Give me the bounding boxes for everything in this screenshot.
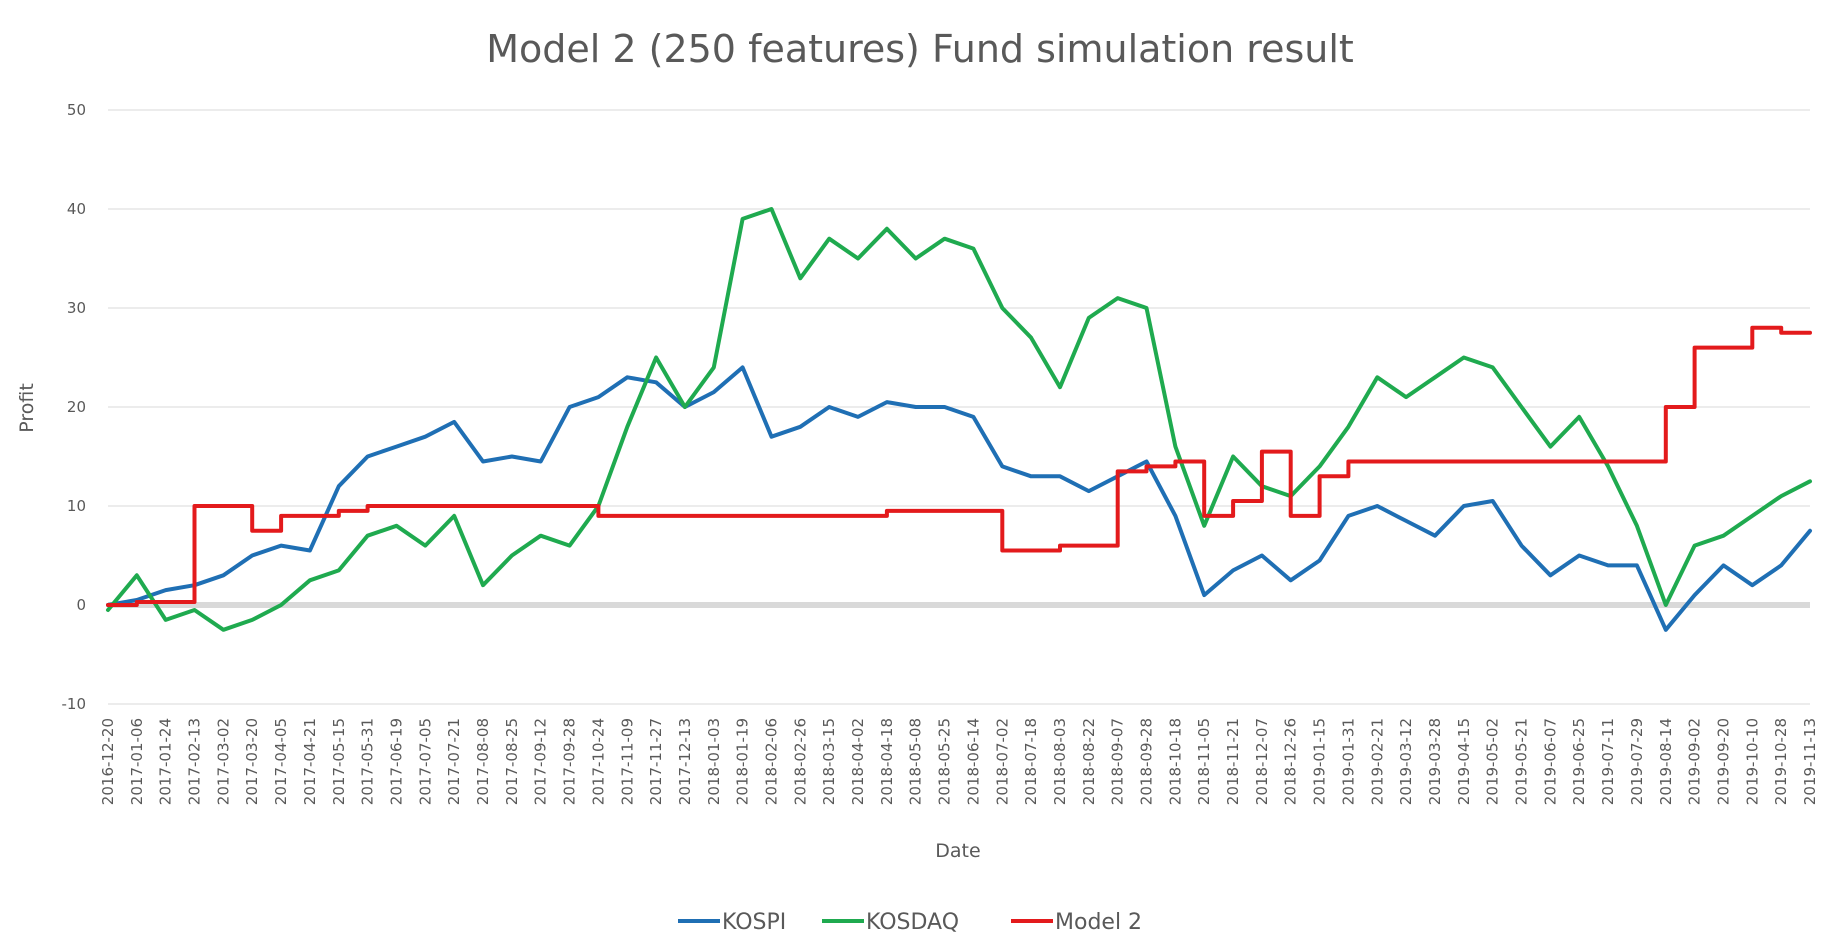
x-axis-ticks: 2016-12-20 2017-01-06 2017-01-24 2017-02-13… — [99, 718, 1819, 805]
x-tick-label: 2019-03-12 — [1397, 718, 1415, 805]
y-tick-label: 0 — [76, 596, 86, 614]
x-tick-label: 2017-05-15 — [330, 718, 348, 805]
x-tick-label: 2019-05-21 — [1513, 718, 1531, 805]
legend: KOSPI KOSDAQ Model 2 — [678, 910, 1142, 935]
x-tick-label: 2018-05-08 — [907, 718, 925, 805]
x-tick-label: 2017-11-27 — [647, 718, 665, 805]
series-line-kospi — [106, 365, 1812, 632]
x-tick-label: 2019-07-11 — [1599, 718, 1617, 805]
x-tick-label: 2018-11-21 — [1224, 718, 1242, 805]
series-line-kosdaq — [106, 207, 1812, 632]
x-tick-label: 2016-12-20 — [99, 718, 117, 805]
x-tick-label: 2018-12-07 — [1253, 718, 1271, 805]
series-lines — [106, 207, 1812, 632]
x-tick-label: 2017-09-28 — [561, 718, 579, 805]
x-tick-label: 2019-01-15 — [1311, 718, 1329, 805]
x-tick-label: 2017-01-24 — [157, 718, 175, 805]
x-tick-label: 2018-08-03 — [1051, 718, 1069, 805]
y-tick-label: -10 — [62, 695, 87, 713]
x-tick-label: 2018-03-15 — [820, 718, 838, 805]
chart-title: Model 2 (250 features) Fund simulation r… — [486, 27, 1354, 71]
x-tick-label: 2018-11-05 — [1195, 718, 1213, 805]
x-tick-label: 2019-03-28 — [1426, 718, 1444, 805]
x-tick-label: 2018-04-02 — [849, 718, 867, 805]
y-tick-label: 40 — [67, 200, 86, 218]
x-tick-label: 2017-01-06 — [128, 718, 146, 805]
y-tick-label: 20 — [67, 398, 86, 416]
x-tick-label: 2018-02-26 — [791, 718, 809, 805]
y-tick-label: 50 — [67, 101, 86, 119]
x-tick-label: 2018-09-28 — [1138, 718, 1156, 805]
x-tick-label: 2019-06-07 — [1541, 718, 1559, 805]
x-tick-label: 2018-07-18 — [1022, 718, 1040, 805]
y-tick-label: 10 — [67, 497, 86, 515]
y-axis-label: Profit — [16, 383, 38, 433]
x-tick-label: 2017-10-24 — [589, 718, 607, 805]
x-tick-label: 2019-02-21 — [1368, 718, 1386, 805]
x-tick-label: 2019-05-02 — [1484, 718, 1502, 805]
x-tick-label: 2017-12-13 — [676, 718, 694, 805]
legend-label: KOSDAQ — [866, 910, 959, 935]
x-tick-label: 2018-12-26 — [1282, 718, 1300, 805]
series-line-model-2 — [106, 325, 1812, 607]
x-tick-label: 2017-08-08 — [474, 718, 492, 805]
x-tick-label: 2019-06-25 — [1570, 718, 1588, 805]
x-axis-label: Date — [935, 840, 980, 862]
x-tick-label: 2018-07-02 — [993, 718, 1011, 805]
x-tick-label: 2019-10-10 — [1743, 718, 1761, 805]
x-tick-label: 2018-10-18 — [1166, 718, 1184, 805]
x-tick-label: 2017-07-21 — [445, 718, 463, 805]
x-tick-label: 2017-08-25 — [503, 718, 521, 805]
x-tick-label: 2017-06-19 — [387, 718, 405, 805]
x-tick-label: 2017-03-02 — [214, 718, 232, 805]
x-tick-label: 2019-09-20 — [1714, 718, 1732, 805]
x-tick-label: 2018-02-06 — [762, 718, 780, 805]
x-tick-label: 2017-04-21 — [301, 718, 319, 805]
x-tick-label: 2018-06-14 — [964, 718, 982, 805]
x-tick-label: 2019-09-02 — [1686, 718, 1704, 805]
x-tick-label: 2018-09-07 — [1109, 718, 1127, 805]
y-tick-label: 30 — [67, 299, 86, 317]
x-tick-label: 2019-11-13 — [1801, 718, 1819, 805]
x-tick-label: 2018-05-25 — [936, 718, 954, 805]
legend-label: Model 2 — [1055, 910, 1142, 935]
x-tick-label: 2019-04-15 — [1455, 718, 1473, 805]
x-tick-label: 2018-08-22 — [1080, 718, 1098, 805]
x-tick-label: 2017-05-31 — [359, 718, 377, 805]
x-tick-label: 2019-01-31 — [1339, 718, 1357, 805]
x-tick-label: 2019-10-28 — [1772, 718, 1790, 805]
x-tick-label: 2018-04-18 — [878, 718, 896, 805]
x-tick-label: 2017-09-12 — [532, 718, 550, 805]
gridlines — [108, 109, 1810, 705]
x-tick-label: 2017-02-13 — [186, 718, 204, 805]
x-tick-label: 2018-01-19 — [734, 718, 752, 805]
legend-label: KOSPI — [722, 910, 786, 935]
x-tick-label: 2018-01-03 — [705, 718, 723, 805]
x-tick-label: 2017-11-09 — [618, 718, 636, 805]
x-tick-label: 2017-04-05 — [272, 718, 290, 805]
x-tick-label: 2019-07-29 — [1628, 718, 1646, 805]
x-tick-label: 2017-03-20 — [243, 718, 261, 805]
x-tick-label: 2019-08-14 — [1657, 718, 1675, 805]
x-tick-label: 2017-07-05 — [416, 718, 434, 805]
y-axis-ticks: -10 0 10 20 30 40 50 — [62, 101, 87, 713]
